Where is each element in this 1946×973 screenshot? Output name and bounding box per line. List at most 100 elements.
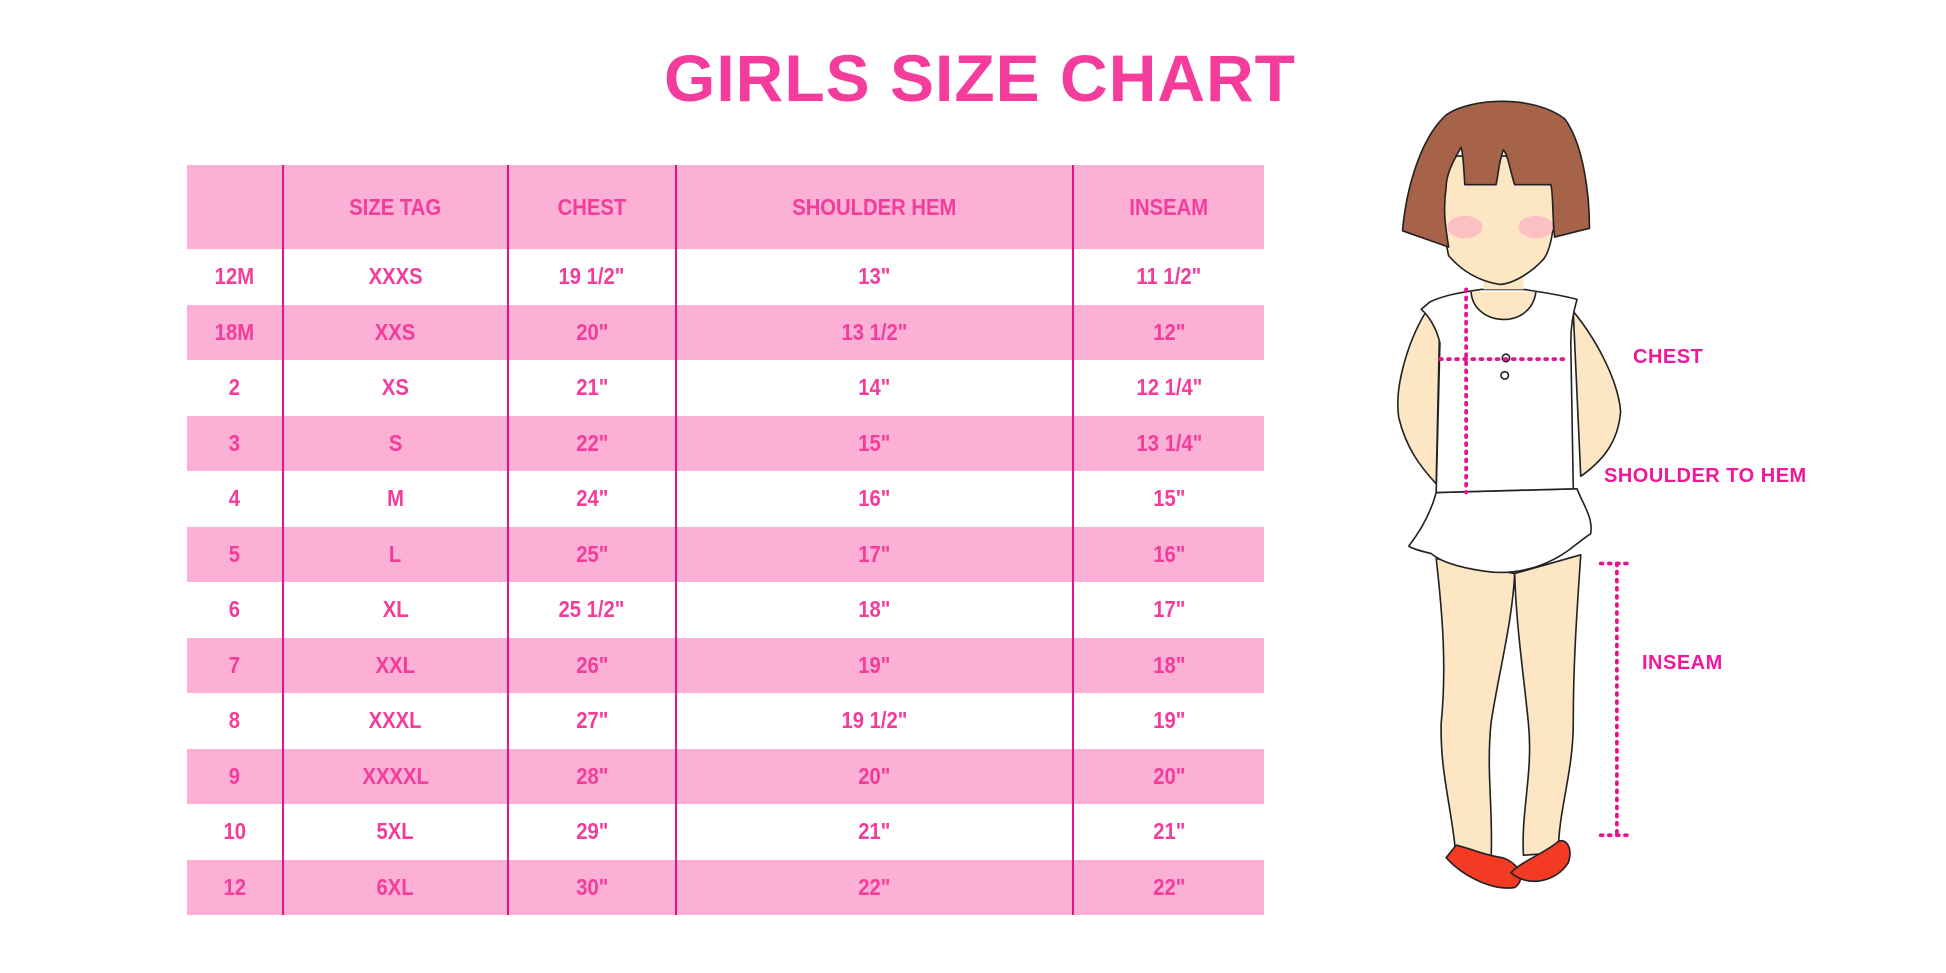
cell-value: XXXXL bbox=[362, 762, 429, 789]
cell-value: 21" bbox=[858, 818, 891, 845]
cell-value: 30" bbox=[575, 873, 608, 900]
cell-value: 25" bbox=[575, 540, 608, 567]
cell-value: 29" bbox=[575, 818, 608, 845]
size-chart-table: SIZE TAG CHEST SHOULDER HEM INSEAM 12M XXXS 1… bbox=[187, 165, 1264, 915]
cell-value: 13 1/2" bbox=[841, 318, 908, 345]
cell-value: 8 bbox=[229, 707, 241, 734]
page-title: GIRLS SIZE CHART bbox=[663, 41, 1296, 115]
table-cell: 20" bbox=[506, 304, 677, 360]
cell-value: 22" bbox=[1153, 873, 1186, 900]
table-cell: 22" bbox=[1072, 859, 1264, 915]
table-row: 2 XS 21" 14" 12 1/4" bbox=[187, 360, 1264, 416]
cell-value: M bbox=[387, 485, 404, 512]
girl-measurement-illustration bbox=[1397, 100, 1630, 889]
table-cell: 29" bbox=[506, 804, 677, 860]
cell-value: 21" bbox=[1153, 818, 1186, 845]
cell-value: 20" bbox=[1153, 762, 1186, 789]
table-cell: 26" bbox=[506, 637, 677, 693]
cell-value: 12M bbox=[215, 263, 255, 290]
table-cell: 16" bbox=[675, 471, 1074, 527]
cell-value: 28" bbox=[575, 762, 608, 789]
cell-value: 16" bbox=[1153, 540, 1186, 567]
table-cell: XXL bbox=[282, 637, 508, 693]
left-leg bbox=[1435, 557, 1516, 861]
cell-value: 12 1/4" bbox=[1136, 374, 1203, 401]
column-header-label: INSEAM bbox=[1129, 193, 1209, 220]
table-cell: 19 1/2" bbox=[506, 249, 677, 305]
table-cell: 18" bbox=[1072, 637, 1264, 693]
column-header: SIZE TAG bbox=[282, 165, 508, 249]
cell-value: 18" bbox=[1153, 651, 1186, 678]
table-cell: 17" bbox=[1072, 582, 1264, 638]
cell-value: 4 bbox=[229, 485, 241, 512]
neckline bbox=[1470, 291, 1537, 321]
right-leg bbox=[1513, 554, 1582, 856]
skirt bbox=[1407, 487, 1592, 574]
table-row: 5 L 25" 17" 16" bbox=[187, 526, 1264, 582]
cell-value: 16" bbox=[858, 485, 891, 512]
cell-value: 6 bbox=[229, 596, 241, 623]
cell-value: 27" bbox=[575, 707, 608, 734]
table-cell: 20" bbox=[1072, 748, 1264, 804]
cell-value: 20" bbox=[858, 762, 891, 789]
inseam-label: INSEAM bbox=[1642, 652, 1723, 674]
column-header: INSEAM bbox=[1072, 165, 1264, 249]
table-cell: XXXS bbox=[282, 249, 508, 305]
cell-value: 2 bbox=[229, 374, 241, 401]
left-arm bbox=[1397, 304, 1441, 485]
cell-value: 26" bbox=[575, 651, 608, 678]
column-header-label: SIZE TAG bbox=[349, 193, 442, 220]
cell-value: 5XL bbox=[376, 818, 415, 845]
table-cell: 19" bbox=[675, 637, 1074, 693]
hair bbox=[1401, 100, 1591, 248]
cell-value: 19 1/2" bbox=[841, 707, 908, 734]
cell-value: 3 bbox=[229, 429, 241, 456]
cell-value: 10 bbox=[223, 818, 246, 845]
table-cell: 9 bbox=[187, 748, 284, 804]
table-row: 4 M 24" 16" 15" bbox=[187, 471, 1264, 527]
table-cell: XXXXL bbox=[282, 748, 508, 804]
cell-value: 15" bbox=[858, 429, 891, 456]
table-cell: XXS bbox=[282, 304, 508, 360]
table-cell: 6 bbox=[187, 582, 283, 638]
table-cell: 5 bbox=[187, 526, 284, 582]
table-cell: 2 bbox=[187, 360, 283, 416]
table-cell: 4 bbox=[187, 471, 283, 527]
table-cell: 11 1/2" bbox=[1072, 249, 1264, 305]
table-row: 9 XXXXL 28" 20" 20" bbox=[187, 748, 1264, 804]
table-cell: 21" bbox=[675, 804, 1074, 860]
table-cell: 5XL bbox=[282, 804, 508, 860]
table-cell: 21" bbox=[506, 360, 677, 416]
cell-value: XL bbox=[382, 596, 409, 623]
cell-value: 22" bbox=[575, 429, 608, 456]
cell-value: 24" bbox=[575, 485, 608, 512]
cell-value: 25 1/2" bbox=[558, 596, 625, 623]
column-header-label: SHOULDER HEM bbox=[792, 193, 957, 220]
cell-value: XXS bbox=[375, 318, 416, 345]
table-cell: 15" bbox=[675, 415, 1074, 471]
right-shoe bbox=[1510, 839, 1571, 882]
table-cell: L bbox=[282, 526, 508, 582]
table-cell: 17" bbox=[675, 526, 1074, 582]
table-row: 18M XXS 20" 13 1/2" 12" bbox=[187, 304, 1264, 360]
table-cell: 22" bbox=[675, 859, 1074, 915]
table-cell: 19" bbox=[1072, 693, 1264, 749]
cell-value: 11 1/2" bbox=[1136, 263, 1202, 290]
table-cell: 21" bbox=[1072, 804, 1264, 860]
table-cell: 13 1/4" bbox=[1072, 415, 1264, 471]
table-cell: 7 bbox=[187, 637, 284, 693]
cell-value: 6XL bbox=[376, 873, 415, 900]
table-cell: 19 1/2" bbox=[675, 693, 1074, 749]
table-cell: 15" bbox=[1072, 471, 1264, 527]
table-cell: 6XL bbox=[282, 859, 508, 915]
table-cell: 10 bbox=[187, 804, 283, 860]
column-header bbox=[187, 165, 284, 249]
cell-value: 18M bbox=[215, 318, 255, 345]
table-cell: XXXL bbox=[282, 693, 508, 749]
cell-value: 13 1/4" bbox=[1136, 429, 1203, 456]
table-cell: 18" bbox=[675, 582, 1074, 638]
cell-value: 21" bbox=[575, 374, 608, 401]
table-cell: 16" bbox=[1072, 526, 1264, 582]
table-cell: 28" bbox=[506, 748, 677, 804]
cell-value: S bbox=[388, 429, 403, 456]
